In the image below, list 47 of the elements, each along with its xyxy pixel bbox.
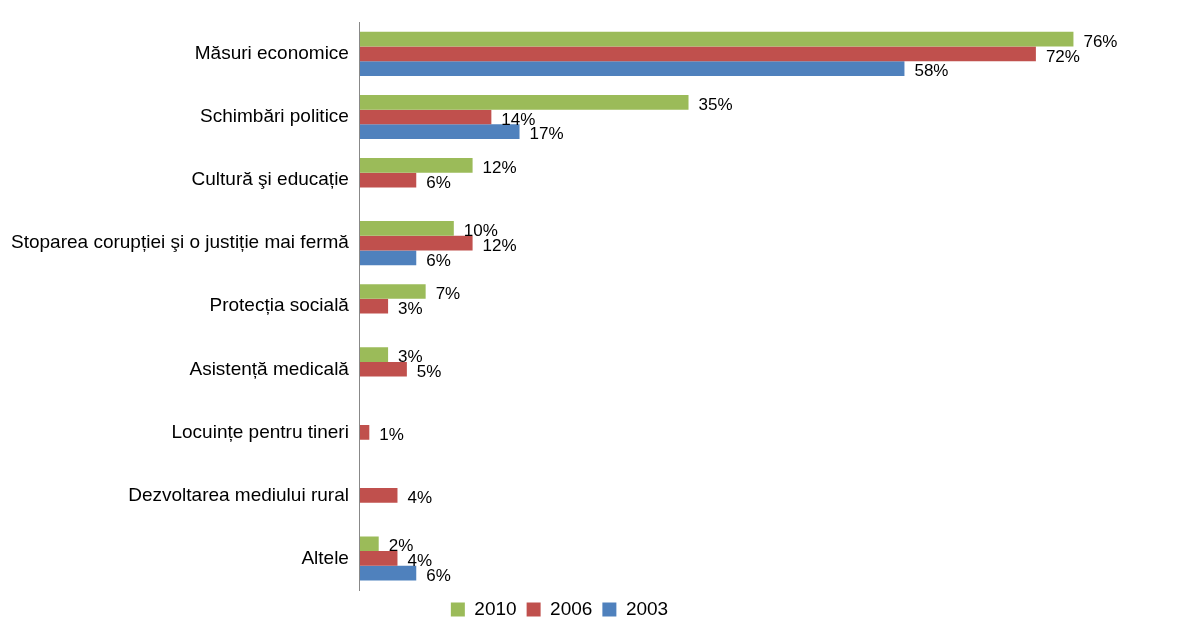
data-label: 12% <box>482 235 517 255</box>
bar <box>359 94 689 110</box>
y-tick-label: Asistență medicală <box>189 357 350 379</box>
bar <box>359 221 454 236</box>
y-tick-label: Protecția socială <box>209 294 350 316</box>
data-label: 58% <box>914 61 949 81</box>
bar <box>359 536 379 552</box>
data-label: 3% <box>398 298 423 318</box>
data-label: 76% <box>1083 31 1118 51</box>
y-tick-label: Locuințe pentru tineri <box>171 420 349 442</box>
bar <box>359 361 407 377</box>
bar <box>359 565 417 581</box>
bar <box>359 235 473 251</box>
data-label: 6% <box>426 250 451 270</box>
y-tick-label: Cultură şi educație <box>191 168 349 190</box>
bar <box>359 347 389 362</box>
data-label: 4% <box>407 488 433 508</box>
data-label: 5% <box>416 361 442 381</box>
bar <box>359 61 905 77</box>
data-label: 6% <box>426 565 451 585</box>
bar <box>359 424 370 440</box>
data-label: 72% <box>1045 46 1080 66</box>
bar <box>359 172 417 188</box>
bar <box>359 124 520 140</box>
data-label: 17% <box>529 124 564 144</box>
bar <box>359 551 398 566</box>
y-tick-label: Dezvoltarea mediului rural <box>128 483 349 505</box>
legend-label: 2003 <box>625 597 669 619</box>
bar <box>359 284 426 299</box>
bar <box>359 46 1036 62</box>
bar <box>359 31 1074 47</box>
data-label: 7% <box>435 284 461 304</box>
bar <box>359 109 492 125</box>
data-label: 6% <box>426 172 451 192</box>
y-tick-label: Măsuri economice <box>194 42 349 64</box>
data-label: 35% <box>698 94 733 114</box>
legend-label: 2010 <box>474 597 517 619</box>
data-label: 1% <box>379 425 404 445</box>
bar <box>359 250 417 266</box>
y-tick-label: Altele <box>301 546 349 568</box>
bar <box>359 488 398 503</box>
data-label: 12% <box>482 158 517 178</box>
bar <box>359 157 473 173</box>
y-tick-label: Schimbări politice <box>200 105 349 127</box>
bar <box>359 298 389 314</box>
y-tick-label: Stoparea corupției şi o justiție mai fermă <box>10 231 350 253</box>
legend-label: 2006 <box>550 597 593 619</box>
